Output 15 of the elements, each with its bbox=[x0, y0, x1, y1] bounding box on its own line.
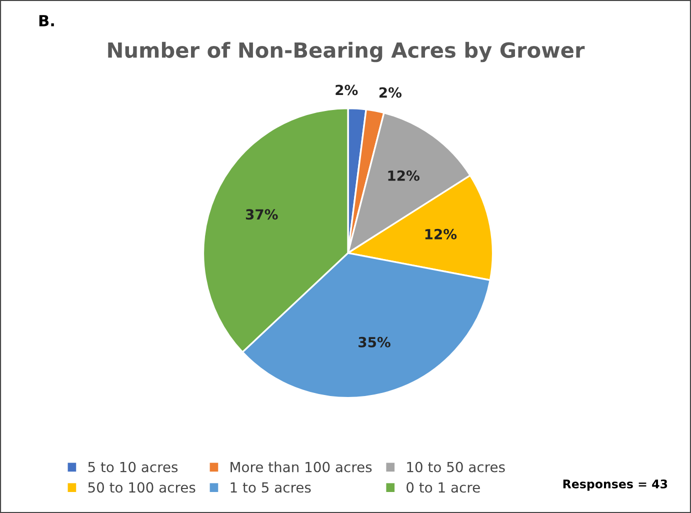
chart-title: Number of Non-Bearing Acres by Grower bbox=[108, 42, 585, 62]
text: B. bbox=[39, 15, 54, 26]
legend-label: 0 to 1 acre bbox=[406, 482, 480, 493]
legend-label: 5 to 10 acres bbox=[88, 462, 178, 472]
data-label: 12% bbox=[425, 228, 457, 240]
legend-label: More than 100 acres bbox=[230, 462, 372, 472]
data-label: 35% bbox=[358, 336, 390, 348]
data-label: 12% bbox=[388, 170, 420, 181]
text: Responses = 43 bbox=[563, 479, 668, 491]
data-label: 2% bbox=[336, 84, 358, 96]
data-label: 2% bbox=[379, 87, 402, 98]
data-label: 37% bbox=[246, 209, 278, 220]
legend-label: 1 to 5 acres bbox=[230, 482, 311, 493]
legend-label: 10 to 50 acres bbox=[407, 462, 505, 472]
legend-label: 50 to 100 acres bbox=[88, 482, 196, 493]
